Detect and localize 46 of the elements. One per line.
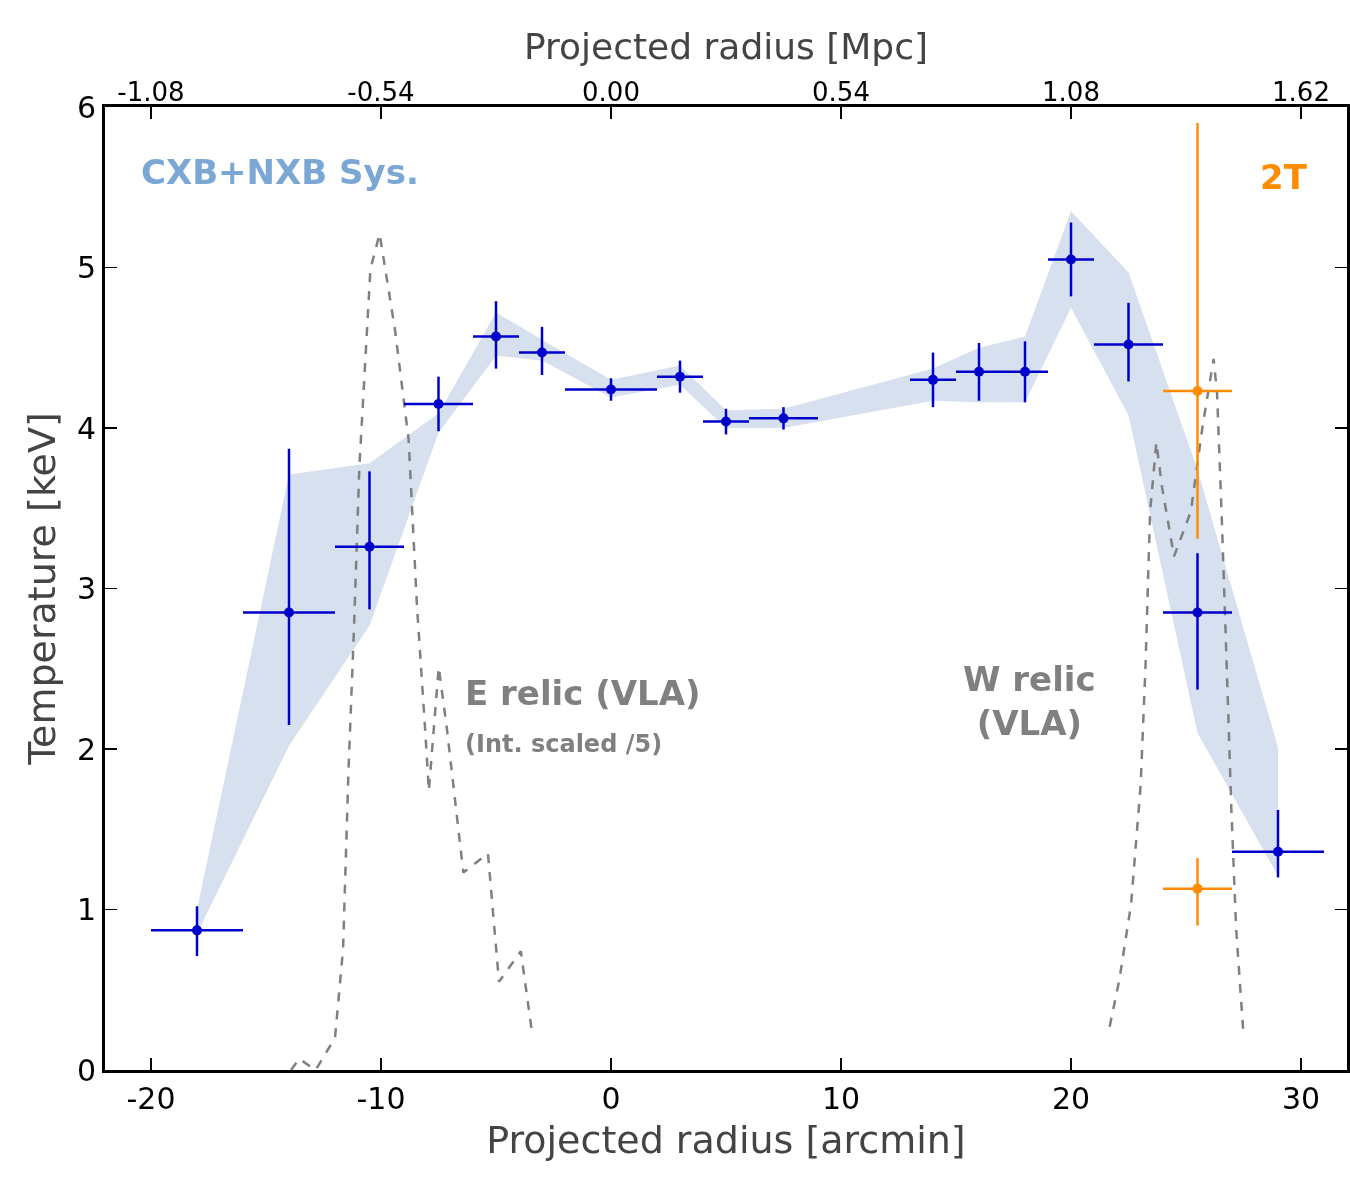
x-tick-label: 0: [601, 1081, 621, 1116]
x2-tick-label: 1.62: [1272, 76, 1330, 107]
x2-tick-label: 0.00: [582, 76, 640, 107]
y-tick-label: 4: [76, 410, 96, 446]
y-axis-title: Temperature [keV]: [20, 412, 65, 766]
annotation: CXB+NXB Sys.: [141, 152, 419, 192]
point: [433, 398, 444, 409]
x-axis-title: Projected radius [arcmin]: [486, 1118, 966, 1163]
y-tick-label: 5: [76, 250, 96, 285]
point: [1020, 366, 1030, 377]
point: [284, 607, 294, 618]
point: [491, 331, 501, 342]
x2-axis-title: Projected radius [Mpc]: [523, 25, 929, 67]
point: [778, 413, 789, 424]
point: [928, 374, 938, 385]
series-label: W relic (VLA): [963, 659, 1096, 744]
x-tick-label: 10: [821, 1081, 861, 1116]
point: [721, 416, 731, 427]
y-tick-label: 0: [76, 1052, 96, 1088]
point: [606, 384, 616, 395]
y-tick-label: 2: [76, 731, 96, 767]
point: [1066, 254, 1076, 265]
point: [1192, 607, 1203, 618]
series-label: E relic (VLA): [465, 673, 701, 713]
x2-tick-label: -0.54: [347, 76, 415, 107]
x2-tick-label: 1.08: [1042, 76, 1100, 107]
y-tick-label: 1: [76, 892, 96, 927]
x-tick-label: -10: [356, 1081, 406, 1116]
point: [675, 371, 685, 382]
point: [1192, 386, 1203, 397]
x-tick-label: 30: [1281, 1081, 1321, 1116]
annotation: (Int. scaled /5): [465, 730, 663, 758]
text: 2T: [1260, 157, 1308, 197]
x-tick-label: 20: [1051, 1081, 1091, 1116]
y-tick-label: 6: [76, 89, 96, 125]
point: [192, 925, 202, 936]
x-tick-label: -20: [126, 1081, 176, 1116]
point: [537, 347, 547, 358]
x2-tick-label: -1.08: [117, 76, 185, 107]
point: [1192, 883, 1203, 894]
point: [1123, 339, 1134, 350]
x2-tick-label: 0.54: [812, 76, 870, 107]
y-tick-label: 3: [76, 571, 96, 606]
point: [1273, 846, 1283, 857]
point: [974, 366, 984, 377]
point: [364, 541, 375, 552]
